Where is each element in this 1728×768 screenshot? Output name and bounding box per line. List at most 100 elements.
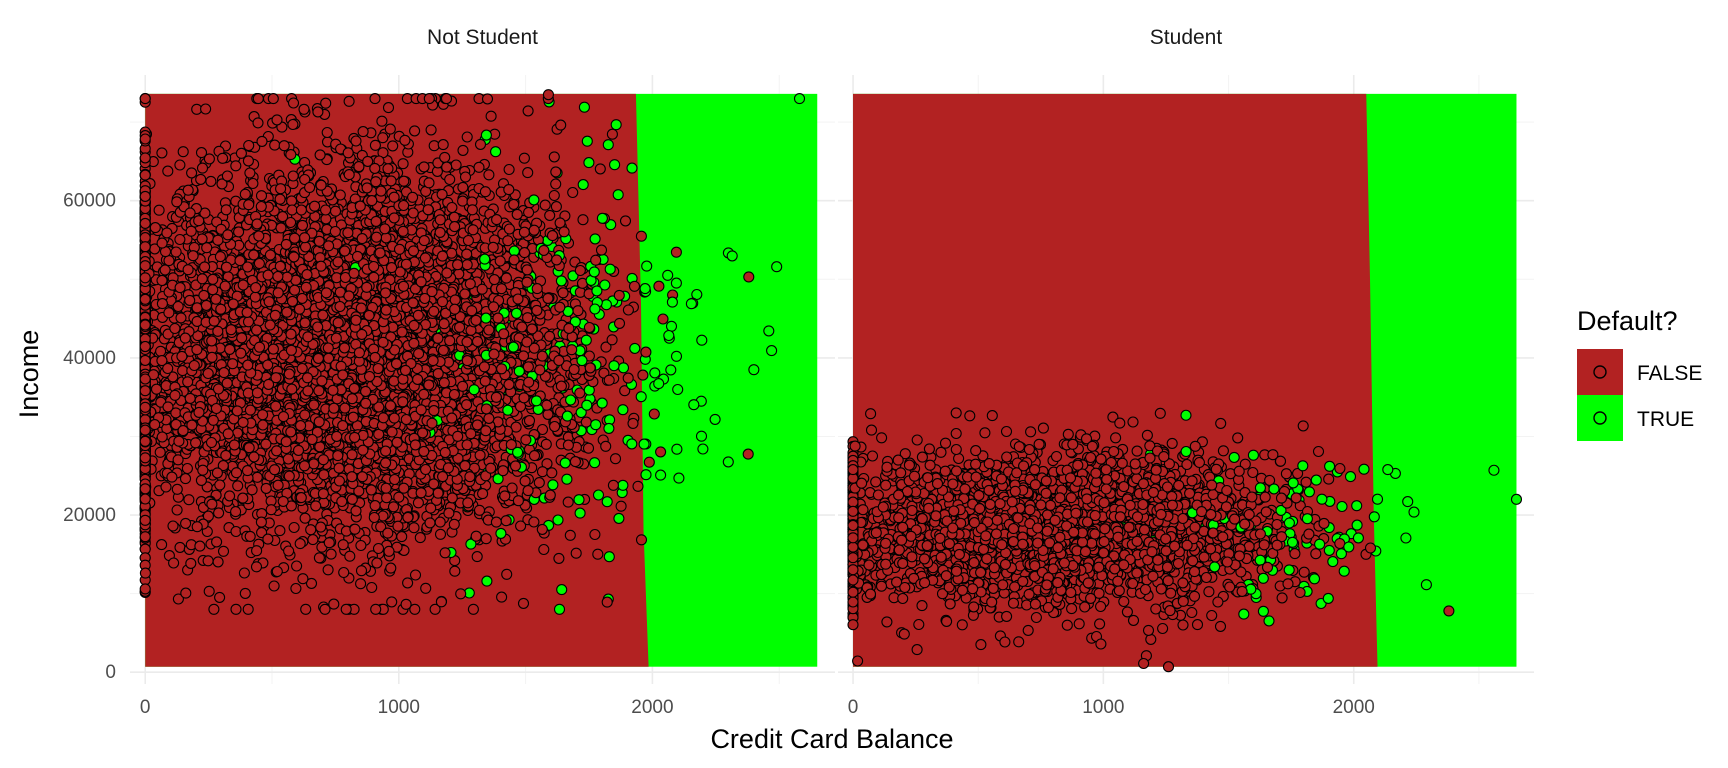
point-true [577, 179, 589, 191]
point-true [580, 334, 592, 346]
point-true [589, 457, 601, 469]
point-false [181, 462, 193, 475]
point-false [635, 230, 647, 242]
point-false [288, 521, 300, 534]
point-false [291, 560, 303, 572]
point-false [239, 188, 251, 200]
point-false [412, 497, 424, 509]
point-true [600, 299, 612, 311]
point-true [695, 430, 708, 442]
point-true [672, 383, 684, 396]
point-false [344, 550, 356, 562]
point-false [172, 300, 184, 313]
point-false [325, 548, 337, 560]
point-false [298, 103, 310, 115]
point-false [233, 226, 245, 238]
point-false [428, 140, 440, 152]
point-false [174, 159, 186, 171]
point-false [174, 541, 186, 553]
point-false [523, 206, 535, 218]
point-true [565, 394, 577, 406]
point-false [627, 417, 639, 429]
point-false [398, 482, 410, 494]
point-true [641, 260, 653, 272]
point-false [251, 545, 263, 557]
point-false [162, 165, 174, 177]
point-false [386, 596, 398, 608]
point-true [612, 189, 624, 201]
facet-panels: Not Student Student [130, 26, 1534, 684]
point-false [539, 199, 551, 211]
point-false [321, 126, 333, 139]
point-true [552, 514, 564, 526]
point-false [574, 387, 586, 399]
point-true [640, 469, 652, 481]
point-false [299, 512, 311, 524]
point-false [200, 103, 212, 115]
point-false [522, 167, 534, 179]
point-false [496, 591, 508, 603]
point-false [366, 195, 378, 207]
point-false [613, 317, 626, 329]
point-true [726, 250, 738, 262]
point-false [369, 139, 381, 151]
point-false [657, 313, 669, 325]
point-false [177, 365, 189, 377]
point-false [166, 471, 178, 483]
point-false [299, 409, 311, 421]
point-false [497, 465, 509, 477]
point-false [376, 115, 388, 127]
point-false [546, 467, 558, 479]
point-false [314, 441, 326, 453]
point-false [323, 537, 335, 549]
point-false [425, 502, 437, 514]
point-false [361, 182, 373, 194]
point-false [286, 195, 298, 207]
points [139, 89, 806, 615]
point-true [662, 269, 674, 281]
point-false [214, 591, 226, 603]
point-false [485, 110, 497, 122]
point-false [619, 385, 631, 397]
point-false [196, 162, 209, 174]
point-true [578, 101, 590, 113]
point-false [609, 453, 622, 465]
point-false [408, 522, 420, 534]
point-false [168, 557, 180, 569]
point-false [582, 442, 595, 454]
point-false [409, 569, 422, 581]
point-true [596, 212, 608, 224]
point-true [613, 512, 625, 524]
point-false [313, 552, 325, 564]
point-false [570, 547, 582, 559]
point-false [355, 578, 367, 590]
point-false [294, 538, 306, 550]
point-false [643, 456, 655, 468]
point-false [543, 330, 556, 342]
point-false [154, 446, 166, 458]
point-false [594, 163, 606, 175]
point-false [420, 582, 432, 594]
point-true [610, 119, 622, 131]
point-false [205, 175, 217, 187]
point-false [569, 456, 581, 468]
point-true [763, 325, 775, 337]
point-false [264, 249, 276, 261]
point-true [673, 472, 685, 484]
point-false [606, 128, 618, 140]
point-false [287, 97, 300, 109]
point-false [439, 151, 451, 163]
point-true [510, 307, 523, 319]
point-true [617, 479, 629, 491]
point-true [590, 419, 602, 431]
point-true [608, 360, 620, 372]
point-false [653, 280, 665, 292]
point-false [172, 454, 184, 466]
point-true [609, 159, 621, 171]
point-false [384, 123, 396, 135]
point-false [473, 504, 486, 516]
point-false [548, 189, 560, 202]
point-false [457, 144, 469, 156]
point-false [343, 95, 355, 107]
